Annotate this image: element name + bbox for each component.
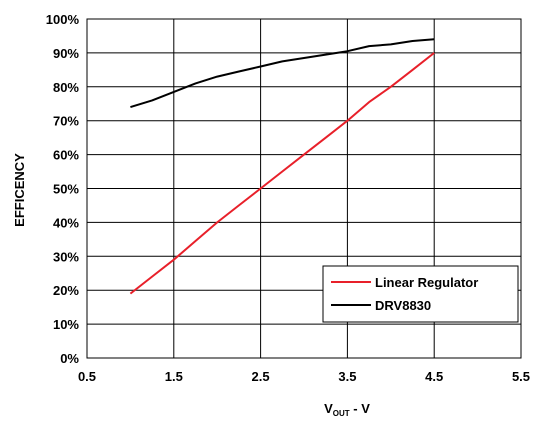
x-axis-label: VOUT - V (324, 401, 370, 418)
y-tick-label: 20% (53, 283, 79, 298)
y-axis-label: EFFICENCY (12, 153, 27, 227)
y-tick-label: 80% (53, 80, 79, 95)
y-tick-label: 30% (53, 249, 79, 264)
x-tick-label: 0.5 (78, 369, 96, 384)
x-axis-label-sub: OUT (333, 409, 350, 418)
x-axis-label-suffix: - V (350, 401, 371, 416)
x-tick-label: 5.5 (512, 369, 530, 384)
legend-box (322, 265, 519, 323)
x-tick-label: 3.5 (338, 369, 356, 384)
x-axis-label-main: V (324, 401, 333, 416)
y-tick-label: 60% (53, 148, 79, 163)
series-line-linear-regulator (129, 52, 435, 295)
y-tick-label: 50% (53, 182, 79, 197)
y-tick-label: 70% (53, 114, 79, 129)
y-tick-label: 100% (46, 12, 80, 27)
y-tick-label: 0% (60, 351, 79, 366)
legend-label-linear-regulator: Linear Regulator (375, 275, 478, 290)
plot-area-frame (86, 18, 522, 359)
y-tick-label: 40% (53, 215, 79, 230)
x-tick-label: 4.5 (425, 369, 443, 384)
legend: Linear Regulator DRV8830 (322, 265, 519, 323)
x-tick-label: 2.5 (252, 369, 270, 384)
x-tick-label: 1.5 (165, 369, 183, 384)
y-tick-label: 10% (53, 317, 79, 332)
series-lines (129, 38, 435, 295)
y-axis-ticks: 0% 10% 20% 30% 40% 50% 60% 70% 80% 90% 100% (46, 12, 80, 366)
series-line-drv8830 (130, 38, 435, 109)
y-tick-label: 90% (53, 46, 79, 61)
legend-label-drv8830: DRV8830 (375, 298, 431, 313)
x-axis-ticks: 0.5 1.5 2.5 3.5 4.5 5.5 (78, 369, 530, 384)
